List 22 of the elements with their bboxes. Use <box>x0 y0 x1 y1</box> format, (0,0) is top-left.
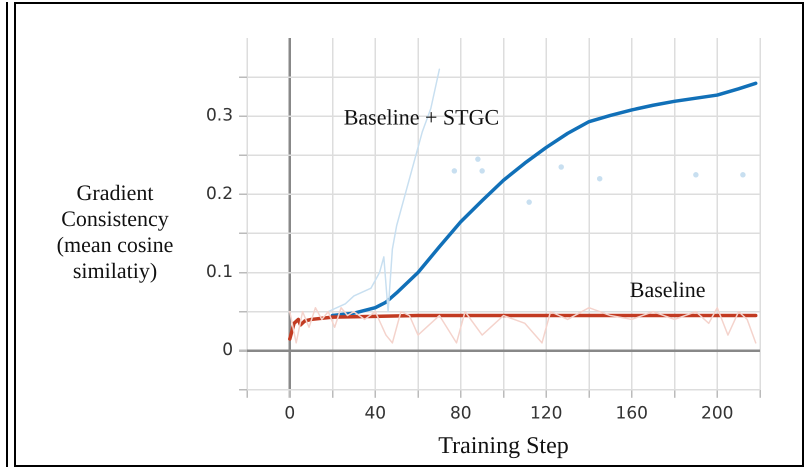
y-tick-label: 0.2 <box>206 184 234 204</box>
y-tick-label: 0 <box>222 340 234 360</box>
y-tick-label: 0.3 <box>206 106 234 126</box>
series-label: Baseline + STGC <box>344 104 500 130</box>
point <box>596 176 602 182</box>
point <box>740 172 746 178</box>
x-tick-label: 160 <box>616 403 648 424</box>
y-tick-label: 0.1 <box>206 262 234 282</box>
point <box>693 172 699 178</box>
x-axis-title: Training Step <box>438 432 569 459</box>
x-tick-label: 200 <box>701 403 734 424</box>
x-tick-label: 120 <box>530 403 562 424</box>
point <box>479 168 485 174</box>
point <box>526 199 532 205</box>
point <box>452 168 458 174</box>
x-tick-label: 80 <box>450 403 472 424</box>
series-label: Baseline <box>630 277 706 302</box>
point <box>475 156 481 162</box>
x-tick-label: 0 <box>284 403 296 424</box>
point <box>558 164 564 170</box>
x-tick-label: 40 <box>364 403 386 424</box>
y-axis-title: Gradient Consistency (mean cosine similatiy) <box>56 180 174 284</box>
